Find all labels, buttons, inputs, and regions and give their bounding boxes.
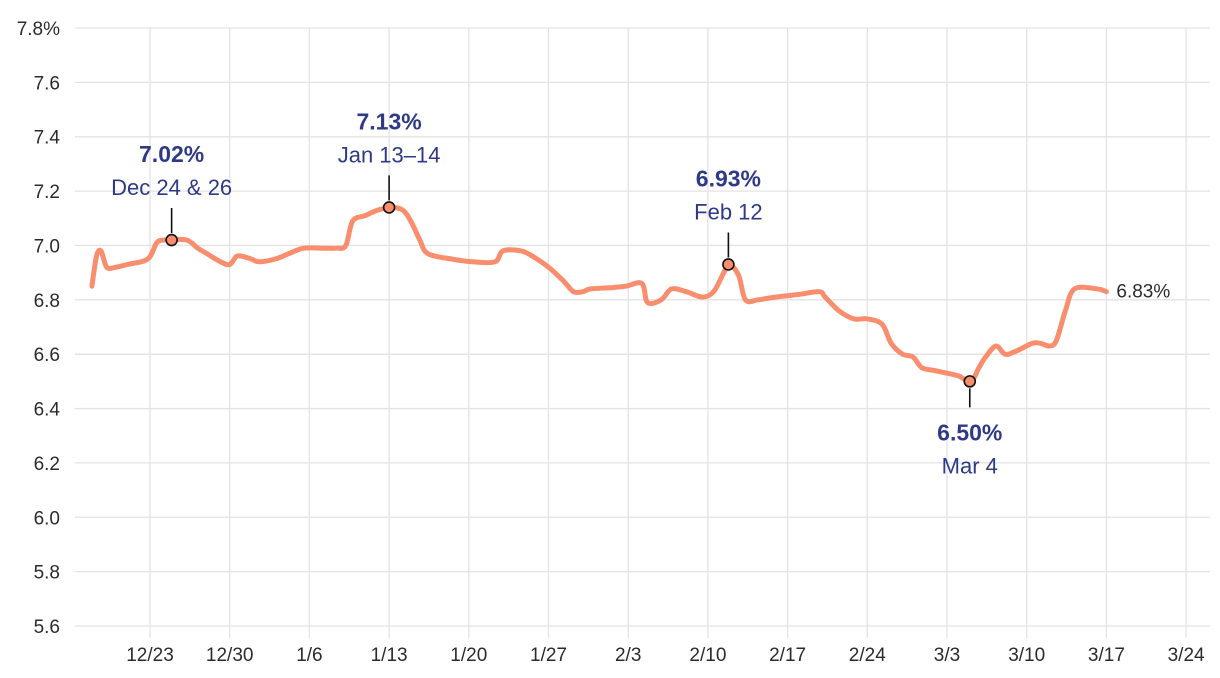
x-tick-label: 1/27 <box>530 645 567 666</box>
annotation-marker <box>722 258 735 271</box>
y-tick-label: 7.6 <box>34 73 60 94</box>
x-tick-label: 12/30 <box>206 645 254 666</box>
y-tick-label: 5.8 <box>34 563 60 584</box>
y-tick-label: 5.6 <box>34 617 60 638</box>
annotation-value-label: 6.93% <box>696 165 761 191</box>
annotation-date-label: Mar 4 <box>942 453 998 478</box>
annotation-date-label: Jan 13–14 <box>338 142 441 167</box>
annotation: 7.02% Dec 24 & 26 <box>111 141 232 247</box>
x-tick-label: 1/20 <box>450 645 487 666</box>
end-value-label: 6.83% <box>1116 282 1170 303</box>
x-tick-label: 2/17 <box>769 645 806 666</box>
annotation-value-label: 6.50% <box>937 419 1002 445</box>
x-tick-label: 12/23 <box>126 645 174 666</box>
annotation-value-label: 7.02% <box>139 141 204 167</box>
x-tick-label: 2/24 <box>849 645 886 666</box>
y-tick-label: 6.6 <box>34 345 60 366</box>
horizontal-gridlines <box>75 27 1210 627</box>
annotations-layer: 7.02% Dec 24 & 26 7.13% Jan 13–14 6.93% Feb 1… <box>111 108 1002 478</box>
annotation: 7.13% Jan 13–14 <box>338 108 441 214</box>
x-tick-label: 3/17 <box>1088 645 1125 666</box>
y-tick-label: 7.2 <box>34 182 60 203</box>
annotation-marker <box>382 201 396 214</box>
series-layer <box>89 204 1109 385</box>
x-tick-label: 1/13 <box>371 645 408 666</box>
annotation: 6.50% Mar 4 <box>937 375 1002 478</box>
x-axis-tick-labels: 12/23 12/30 1/6 1/13 1/20 1/27 2/3 2/10 2/17 2/24… <box>126 645 1205 666</box>
rate-series-line <box>89 204 1109 385</box>
x-tick-label: 3/24 <box>1168 645 1205 666</box>
annotation-value-label: 7.13% <box>356 108 421 134</box>
x-tick-label: 3/10 <box>1008 645 1045 666</box>
y-tick-label: 6.0 <box>34 508 60 529</box>
x-tick-label: 2/3 <box>615 645 641 666</box>
y-tick-label: 6.4 <box>34 400 61 421</box>
y-tick-label: 7.4 <box>34 128 61 149</box>
y-tick-label: 6.8 <box>34 291 60 312</box>
annotation-date-label: Feb 12 <box>694 199 763 224</box>
annotation-marker <box>165 233 178 247</box>
x-tick-label: 2/10 <box>689 645 726 666</box>
y-tick-label: 7.0 <box>34 236 60 257</box>
x-tick-label: 1/6 <box>296 645 322 666</box>
annotation-date-label: Dec 24 & 26 <box>111 175 232 200</box>
x-tick-label: 3/3 <box>934 645 960 666</box>
y-tick-label: 6.2 <box>34 454 60 475</box>
y-tick-label: 7.8% <box>17 19 60 40</box>
vertical-gridlines <box>149 28 1187 638</box>
annotation-marker <box>963 375 977 388</box>
y-axis-tick-labels: 7.8% 7.6 7.4 7.2 7.0 6.8 6.6 6.4 6.2 6.0 5.8 5.6 <box>17 19 61 638</box>
annotation: 6.93% Feb 12 <box>694 165 763 271</box>
